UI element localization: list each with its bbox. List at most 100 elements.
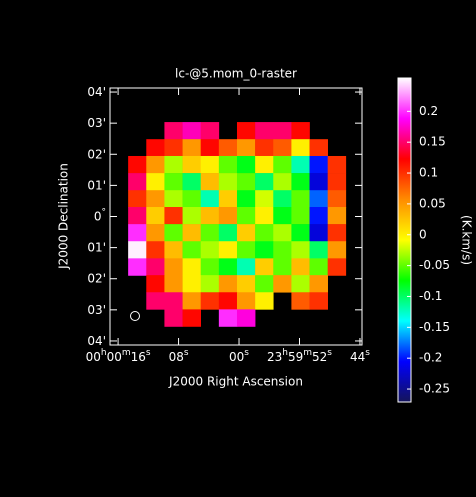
- colorbar-tick-label: 0.1: [419, 166, 438, 180]
- raster-cell: [291, 258, 310, 276]
- raster-cell: [164, 275, 183, 293]
- raster: [128, 122, 347, 327]
- raster-cell: [128, 173, 147, 191]
- colorbar-tick-label: -0.25: [419, 382, 450, 396]
- raster-cell: [182, 207, 202, 225]
- raster-cell: [182, 241, 202, 259]
- raster-cell: [273, 190, 292, 208]
- raster-cell: [291, 275, 310, 293]
- raster-cell: [146, 207, 165, 225]
- raster-cell: [200, 241, 220, 259]
- x-tick-label: 00s: [229, 348, 249, 364]
- raster-cell: [182, 309, 202, 327]
- colorbar-tick-label: -0.15: [419, 320, 450, 334]
- raster-cell: [146, 275, 165, 293]
- raster-cell: [200, 258, 220, 276]
- x-tick-label: 00h00m16s: [86, 348, 151, 364]
- raster-cell: [146, 155, 165, 174]
- y-tick-label: 03': [87, 302, 106, 316]
- raster-cell: [218, 292, 238, 310]
- raster-cell: [146, 190, 165, 208]
- raster-cell: [164, 155, 183, 174]
- raster-cell: [255, 155, 274, 174]
- raster-cell: [273, 275, 292, 293]
- raster-cell: [255, 122, 274, 140]
- colorbar-tick-label: 0.2: [419, 104, 438, 118]
- raster-cell: [255, 139, 274, 157]
- colorbar-tick-label: -0.1: [419, 289, 442, 303]
- raster-cell: [128, 207, 147, 225]
- raster-cell: [146, 258, 165, 276]
- raster-cell: [273, 155, 292, 174]
- raster-cell: [146, 139, 165, 157]
- y-tick-label: 02': [87, 271, 106, 285]
- raster-cell: [182, 292, 202, 310]
- x-tick-label: 44s: [350, 348, 370, 364]
- raster-cell: [255, 275, 274, 293]
- raster-cell: [218, 173, 238, 191]
- colorbar-tick-label: -0.05: [419, 258, 450, 272]
- raster-cell: [218, 190, 238, 208]
- raster-cell: [218, 241, 238, 259]
- x-tick-label: 08s: [169, 348, 189, 364]
- raster-cell: [236, 241, 256, 259]
- chart-title: lc-@5.mom_0-raster: [175, 67, 297, 81]
- raster-cell: [236, 292, 256, 310]
- x-axis-label: J2000 Right Ascension: [168, 375, 303, 389]
- raster-cell: [273, 258, 292, 276]
- raster-cell: [255, 241, 274, 259]
- raster-cell: [273, 139, 292, 157]
- raster-cell: [309, 292, 328, 310]
- raster-cell: [182, 258, 202, 276]
- raster-cell: [236, 155, 256, 174]
- raster-cell: [164, 173, 183, 191]
- raster-cell: [309, 275, 328, 293]
- colorbar-label: (K.km/s): [460, 215, 474, 265]
- raster-cell: [218, 207, 238, 225]
- raster-cell: [273, 241, 292, 259]
- raster-cell: [182, 275, 202, 293]
- raster-cell: [236, 122, 256, 140]
- raster-cell: [164, 224, 183, 242]
- raster-cell: [309, 258, 328, 276]
- raster-cell: [200, 224, 220, 242]
- raster-cell: [309, 155, 328, 174]
- raster-cell: [291, 207, 310, 225]
- raster-cell: [218, 139, 238, 157]
- x-tick-label: 23h59m52s: [267, 348, 332, 364]
- raster-cell: [255, 292, 274, 310]
- raster-cell: [128, 155, 147, 174]
- raster-cell: [200, 275, 220, 293]
- raster-cell: [309, 241, 328, 259]
- raster-cell: [164, 258, 183, 276]
- raster-cell: [291, 292, 310, 310]
- raster-cell: [236, 173, 256, 191]
- raster-cell: [309, 190, 328, 208]
- raster-cell: [218, 155, 238, 174]
- raster-cell: [255, 224, 274, 242]
- raster-cell: [327, 207, 347, 225]
- raster-cell: [146, 173, 165, 191]
- colorbar-tick-label: -0.2: [419, 351, 442, 365]
- raster-cell: [291, 224, 310, 242]
- colorbar-tick-label: 0.15: [419, 135, 446, 149]
- colorbar: [397, 77, 412, 403]
- raster-cell: [273, 173, 292, 191]
- raster-cell: [327, 224, 347, 242]
- beam: [130, 311, 140, 321]
- raster-cell: [309, 207, 328, 225]
- colorbar-tick-label: 0.05: [419, 196, 446, 210]
- raster-cell: [255, 173, 274, 191]
- raster-cell: [327, 190, 347, 208]
- raster-cell: [218, 309, 238, 327]
- raster-cell: [218, 275, 238, 293]
- raster-cell: [182, 190, 202, 208]
- raster-cell: [309, 173, 328, 191]
- raster-cell: [291, 139, 310, 157]
- raster-cell: [236, 207, 256, 225]
- raster-cell: [291, 173, 310, 191]
- raster-cell: [218, 258, 238, 276]
- raster-cell: [164, 207, 183, 225]
- raster-cell: [200, 190, 220, 208]
